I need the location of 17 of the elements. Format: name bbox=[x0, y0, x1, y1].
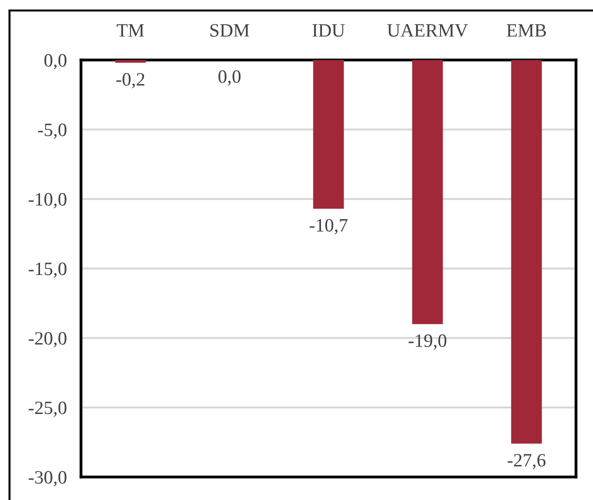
data-label: -0,2 bbox=[116, 73, 144, 88]
x-tick-label: UAERMV bbox=[387, 24, 468, 37]
x-tick-label: SDM bbox=[210, 24, 250, 37]
x-tick-label: EMB bbox=[506, 24, 546, 37]
y-tick-label: -10,0 bbox=[28, 193, 66, 208]
y-tick-label: 0,0 bbox=[44, 54, 66, 70]
data-label: -27,6 bbox=[508, 454, 546, 470]
y-tick-label: -15,0 bbox=[28, 262, 66, 278]
x-tick-label: IDU bbox=[312, 24, 345, 37]
x-tick-label: TM bbox=[116, 24, 144, 37]
y-tick-label: -30,0 bbox=[28, 471, 66, 486]
data-label: -19,0 bbox=[408, 334, 446, 350]
y-tick-label: -5,0 bbox=[38, 124, 66, 139]
data-label: 0,0 bbox=[218, 70, 241, 86]
y-tick-label: -25,0 bbox=[28, 402, 66, 417]
y-tick-label: -20,0 bbox=[28, 332, 66, 348]
data-label: -10,7 bbox=[310, 218, 348, 234]
